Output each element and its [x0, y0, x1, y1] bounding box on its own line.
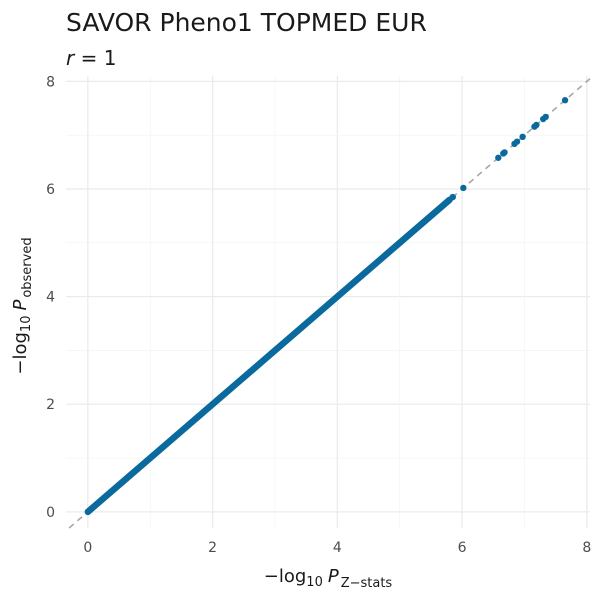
- x-tick-label: 2: [208, 540, 217, 556]
- data-point: [542, 113, 549, 121]
- x-axis-title: −log10 P Z−stats: [264, 566, 393, 591]
- y-tick-label: 4: [46, 290, 55, 306]
- grid-lines: [66, 76, 590, 528]
- x-tick-label: 8: [582, 540, 591, 556]
- chart-subtitle: r = 1: [66, 46, 116, 70]
- y-axis-title: −log10Pobserved: [10, 237, 35, 374]
- y-tick-label: 2: [46, 397, 55, 413]
- y-tick-label: 0: [46, 505, 55, 521]
- data-point: [519, 133, 526, 141]
- data-points: [84, 97, 569, 516]
- subtitle-value: = 1: [74, 46, 116, 70]
- x-tick-label: 4: [333, 540, 342, 556]
- subtitle-variable: r: [66, 46, 76, 70]
- data-point: [513, 138, 521, 145]
- data-point: [501, 149, 508, 156]
- x-tick-label: 6: [458, 540, 467, 556]
- dense-points-band: [84, 196, 453, 516]
- data-point: [449, 193, 456, 201]
- data-point: [460, 184, 467, 192]
- chart-title: SAVOR Pheno1 TOPMED EUR: [66, 8, 427, 37]
- data-point: [495, 154, 502, 161]
- y-tick-label: 6: [46, 182, 55, 198]
- y-axis-ticks: 0 2 4 6 8: [46, 74, 55, 520]
- data-point: [561, 97, 569, 104]
- y-tick-label: 8: [46, 74, 55, 90]
- data-point: [533, 121, 540, 129]
- x-axis-ticks: 0 2 4 6 8: [83, 540, 591, 556]
- x-tick-label: 0: [83, 540, 92, 556]
